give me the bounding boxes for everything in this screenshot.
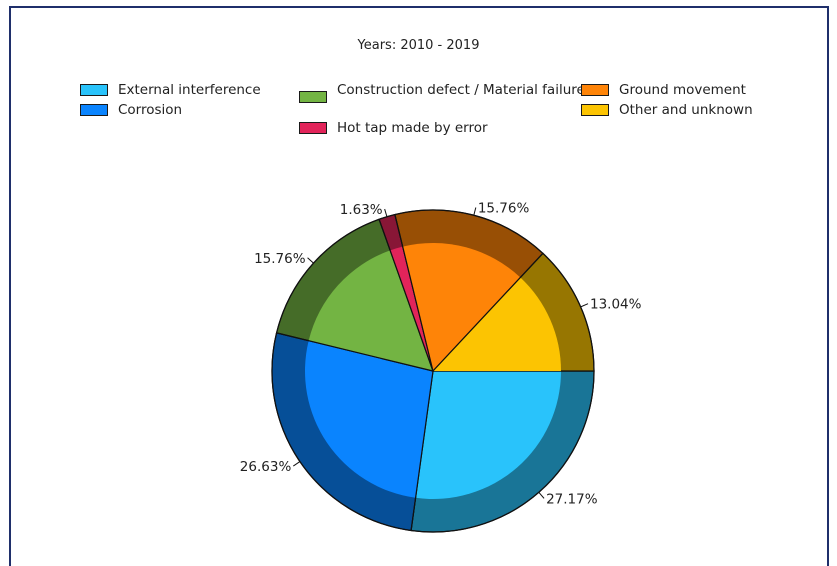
pie-slice-inner-ground-movement	[402, 243, 521, 371]
pie-slice-divider	[394, 214, 434, 372]
pie-label-leader	[473, 207, 477, 216]
legend-label: Other and unknown	[619, 102, 753, 118]
pie-label-leader	[293, 461, 301, 467]
pie-slice-divider	[276, 332, 434, 372]
pie-slice-divider	[410, 370, 434, 531]
legend-label: Hot tap made by error	[337, 120, 488, 136]
pie-label-leader	[580, 303, 589, 308]
legend-label: Ground movement	[619, 82, 746, 98]
pie-value-label: 15.76%	[478, 201, 530, 217]
legend-swatch	[299, 122, 327, 134]
legend-swatch	[581, 104, 609, 116]
pie-label-leader	[307, 257, 314, 264]
pie-outline	[271, 209, 595, 533]
legend-label: Construction defect / Material failure	[337, 82, 585, 98]
pie-value-label: 15.76%	[254, 251, 306, 267]
legend-label: Corrosion	[118, 102, 183, 118]
chart-title: Years: 2010 - 2019	[357, 38, 480, 53]
pie-slice-inner-construction-defect-material-failure	[308, 250, 433, 371]
legend-label: External interference	[118, 82, 261, 98]
pie-label-leader	[538, 492, 545, 499]
pie-slice-inner-other-and-unknown	[433, 277, 561, 371]
pie-value-label: 27.17%	[546, 491, 598, 507]
pie-value-label: 1.63%	[340, 202, 383, 218]
legend-swatch	[80, 104, 108, 116]
pie-value-label: 13.04%	[590, 297, 642, 313]
pie-slice-divider	[378, 219, 434, 372]
legend-swatch	[299, 91, 327, 103]
pie-label-leader	[384, 208, 388, 217]
pie-slice-divider	[432, 252, 544, 372]
pie-value-label: 26.63%	[240, 459, 292, 475]
pie-slice-inner-corrosion	[304, 340, 433, 498]
legend-swatch	[80, 84, 108, 96]
pie-slice-inner-external-interference	[415, 371, 561, 500]
legend-swatch	[581, 84, 609, 96]
